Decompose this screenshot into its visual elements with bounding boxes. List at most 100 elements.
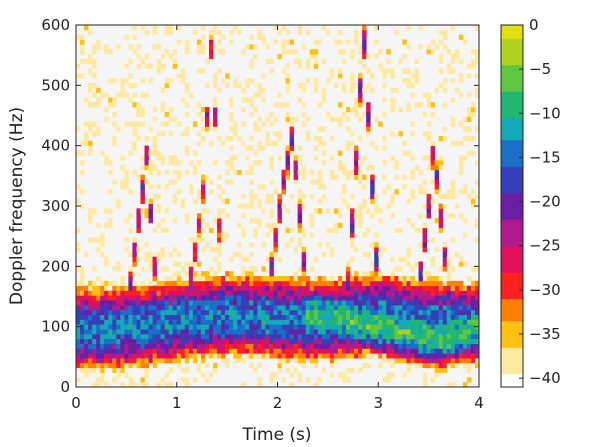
heatmap-cell xyxy=(402,275,407,282)
heatmap-cell xyxy=(321,353,327,359)
heatmap-cell xyxy=(325,29,331,36)
heatmap-cell xyxy=(144,319,149,325)
heatmap-cell xyxy=(92,353,97,359)
heatmap-cell xyxy=(458,295,464,301)
heatmap-cell xyxy=(213,285,218,291)
heatmap-cell xyxy=(132,358,137,364)
heatmap-cell xyxy=(221,189,226,195)
heatmap-cell xyxy=(132,131,137,137)
heatmap-cell xyxy=(418,285,423,291)
heatmap-cell xyxy=(422,304,428,311)
heatmap-cell xyxy=(442,295,448,301)
heatmap-cell xyxy=(200,34,206,40)
heatmap-cell xyxy=(289,338,295,344)
heatmap-cell xyxy=(200,300,206,306)
heatmap-cell xyxy=(196,362,202,369)
heatmap-cell xyxy=(229,343,234,349)
heatmap-cell xyxy=(132,256,137,262)
heatmap-cell xyxy=(196,49,202,55)
heatmap-cell xyxy=(112,111,117,118)
heatmap-cell xyxy=(164,329,170,335)
heatmap-cell xyxy=(341,319,347,325)
heatmap-cell xyxy=(152,193,157,200)
heatmap-cell xyxy=(341,49,347,55)
heatmap-cell xyxy=(76,353,81,359)
heatmap-cell xyxy=(466,300,472,306)
heatmap-cell xyxy=(285,290,290,296)
heatmap-cell xyxy=(204,126,210,132)
heatmap-cell xyxy=(208,179,214,185)
heatmap-cell xyxy=(321,92,327,98)
heatmap-cell xyxy=(249,324,254,330)
heatmap-cell xyxy=(406,68,411,74)
heatmap-cell xyxy=(245,275,250,282)
heatmap-cell xyxy=(438,333,444,340)
heatmap-cell xyxy=(132,319,137,325)
heatmap-cell xyxy=(196,213,202,219)
heatmap-cell xyxy=(390,362,395,369)
heatmap-cell xyxy=(285,39,290,45)
heatmap-cell xyxy=(156,333,162,340)
heatmap-cell xyxy=(168,285,174,291)
heatmap-cell xyxy=(241,266,246,272)
heatmap-cell xyxy=(144,63,149,69)
heatmap-cell xyxy=(184,319,190,325)
heatmap-cell xyxy=(136,319,141,325)
heatmap-cell xyxy=(233,295,238,301)
heatmap-cell xyxy=(92,324,97,330)
heatmap-cell xyxy=(257,304,262,311)
heatmap-cell xyxy=(176,169,182,176)
heatmap-cell xyxy=(442,285,448,291)
heatmap-cell xyxy=(108,295,113,301)
heatmap-cell xyxy=(221,280,226,287)
heatmap-cell xyxy=(321,280,327,287)
heatmap-cell xyxy=(192,348,198,354)
heatmap-cell xyxy=(402,78,407,84)
heatmap-cell xyxy=(148,343,153,349)
heatmap-cell xyxy=(200,227,206,233)
heatmap-cells xyxy=(76,25,479,387)
heatmap-cell xyxy=(233,126,238,132)
heatmap-cell xyxy=(285,116,290,122)
heatmap-cell xyxy=(398,333,403,340)
heatmap-cell xyxy=(289,304,295,311)
heatmap-cell xyxy=(366,126,371,132)
heatmap-cell xyxy=(96,290,101,296)
heatmap-cell xyxy=(277,29,282,36)
colorbar-segment xyxy=(501,228,523,233)
heatmap-cell xyxy=(196,367,202,373)
heatmap-cell xyxy=(249,271,254,277)
heatmap-cell xyxy=(204,174,210,180)
heatmap-cell xyxy=(474,266,479,272)
heatmap-cell xyxy=(297,300,303,306)
heatmap-cell xyxy=(261,309,266,315)
heatmap-cell xyxy=(374,25,379,31)
heatmap-cell xyxy=(265,140,270,147)
heatmap-cell xyxy=(454,49,460,55)
heatmap-cell xyxy=(346,271,351,277)
colorbar-segment xyxy=(501,104,523,110)
heatmap-cell xyxy=(458,160,464,166)
heatmap-cell xyxy=(289,275,295,282)
heatmap-cell xyxy=(96,319,101,325)
heatmap-cell xyxy=(180,324,186,330)
heatmap-cell xyxy=(394,266,399,272)
heatmap-cell xyxy=(285,343,290,349)
heatmap-cell xyxy=(350,53,355,60)
heatmap-cell xyxy=(269,251,274,258)
heatmap-cell xyxy=(462,309,468,315)
heatmap-cell xyxy=(273,25,278,31)
heatmap-cell xyxy=(261,266,266,272)
heatmap-cell xyxy=(313,295,319,301)
heatmap-cell xyxy=(354,107,359,113)
heatmap-cell xyxy=(132,242,137,248)
heatmap-cell xyxy=(462,285,468,291)
heatmap-cell xyxy=(128,266,133,272)
heatmap-cell xyxy=(100,251,105,258)
heatmap-cell xyxy=(80,34,85,40)
heatmap-cell xyxy=(88,329,93,335)
heatmap-cell xyxy=(116,203,121,209)
heatmap-cell xyxy=(442,319,448,325)
heatmap-cell xyxy=(402,324,407,330)
heatmap-cell xyxy=(261,87,266,93)
